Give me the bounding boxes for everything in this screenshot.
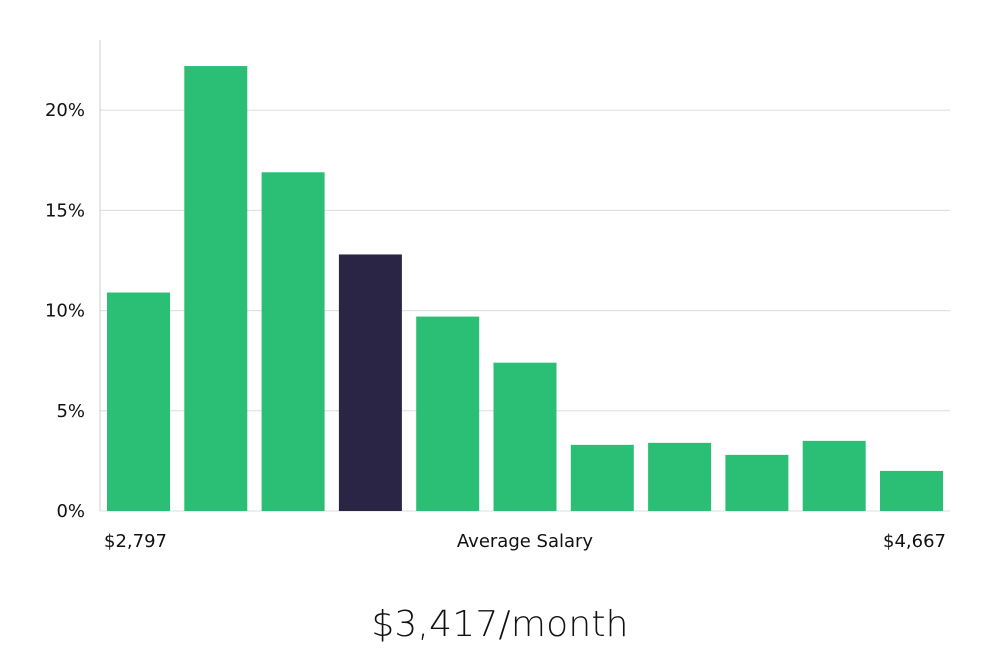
x-axis-min-label: $2,797 (104, 531, 167, 552)
bar (184, 66, 248, 511)
salary-histogram-chart: 0% 5% 10% 15% 20% $2,797 Average Salary $4,6… (45, 40, 950, 552)
x-axis-max-label: $4,667 (883, 531, 946, 552)
bar (107, 292, 170, 511)
average-salary-value: $3,417/month (371, 604, 629, 645)
bar (261, 172, 325, 511)
y-tick-label: 20% (45, 100, 85, 121)
bar (880, 470, 943, 511)
y-tick-label: 15% (45, 200, 85, 221)
y-axis-ticks: 0% 5% 10% 15% 20% (45, 100, 85, 522)
y-tick-label: 10% (45, 301, 85, 322)
bar (802, 440, 866, 511)
bars (107, 66, 943, 511)
y-tick-label: 0% (56, 501, 85, 522)
bar (725, 454, 789, 511)
bar-highlighted (338, 254, 402, 511)
bar (493, 362, 557, 511)
bar (416, 316, 480, 511)
bar (570, 444, 634, 511)
x-axis-title: Average Salary (457, 531, 594, 552)
bar (648, 442, 712, 511)
y-tick-label: 5% (56, 401, 85, 422)
